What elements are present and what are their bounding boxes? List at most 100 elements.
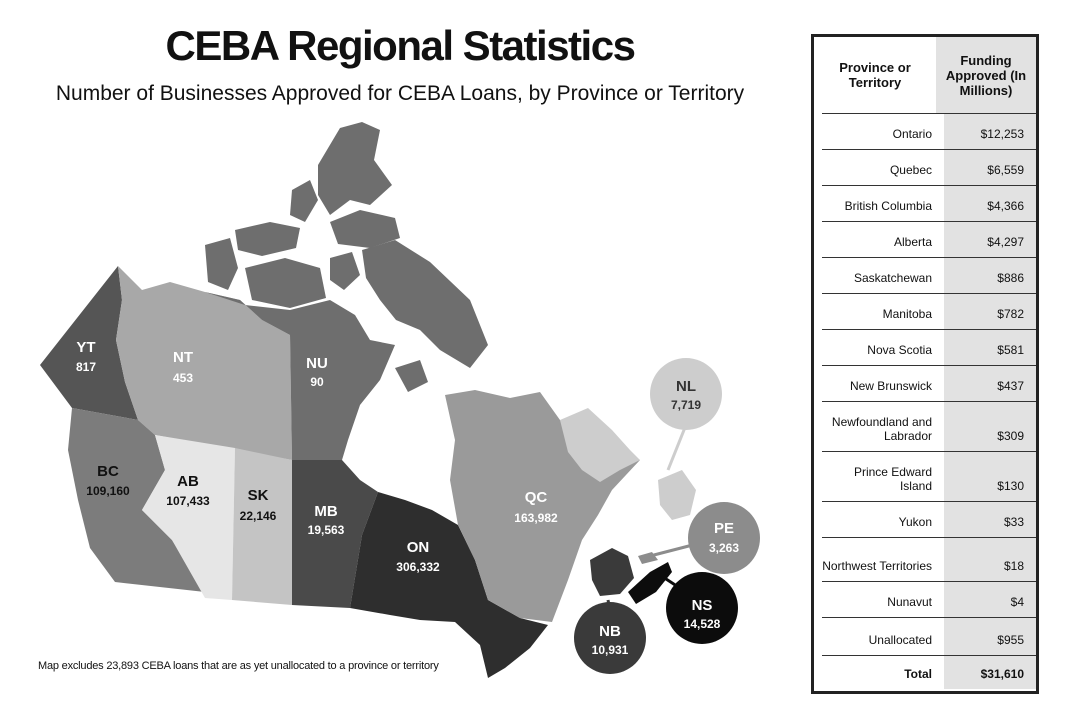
label-ab-code: AB <box>177 473 199 490</box>
table-row: Manitoba $782 <box>822 293 1036 329</box>
table-header: Province or Territory Funding Approved (… <box>814 37 1036 113</box>
label-qc-code: QC <box>525 489 548 506</box>
label-nt-value: 453 <box>173 371 193 385</box>
header-province: Province or Territory <box>814 37 936 113</box>
label-yt-value: 817 <box>76 360 96 374</box>
table-row: Nova Scotia $581 <box>822 329 1036 365</box>
pe-callout-circle <box>688 502 760 574</box>
region-nb <box>590 548 634 596</box>
region-yt <box>40 266 138 420</box>
label-ab-value: 107,433 <box>166 494 210 508</box>
table-row: British Columbia $4,366 <box>822 185 1036 221</box>
region-on <box>350 492 548 678</box>
label-sk-code: SK <box>248 487 269 504</box>
row-value: $581 <box>944 330 1036 365</box>
row-value: $130 <box>944 452 1036 501</box>
label-nt-code: NT <box>173 349 193 366</box>
arctic-islands <box>205 122 488 392</box>
label-ns-value: 14,528 <box>684 617 721 631</box>
island-baffin <box>362 240 488 368</box>
row-name: Alberta <box>893 235 932 249</box>
table-row: Unallocated $955 <box>822 617 1036 655</box>
label-pe-code: PE <box>714 520 734 537</box>
row-value: $886 <box>944 258 1036 293</box>
table-row: Alberta $4,297 <box>822 221 1036 257</box>
row-name: Northwest Territories <box>822 559 932 573</box>
label-nb-value: 10,931 <box>592 643 629 657</box>
region-nt <box>116 266 292 460</box>
label-ns-code: NS <box>692 597 713 614</box>
label-qc-value: 163,982 <box>514 511 558 525</box>
row-value: $437 <box>944 366 1036 401</box>
region-ab <box>142 435 235 600</box>
row-name: Manitoba <box>882 307 932 321</box>
total-value: $31,610 <box>944 656 1036 689</box>
table-row: Yukon $33 <box>822 501 1036 537</box>
row-value: $4,366 <box>944 186 1036 221</box>
table-row: Northwest Territories $18 <box>822 537 1036 581</box>
label-yt-code: YT <box>76 339 95 356</box>
table-row: Saskatchewan $886 <box>822 257 1036 293</box>
row-value: $4,297 <box>944 222 1036 257</box>
island-somerset <box>330 252 360 290</box>
page-subtitle: Number of Businesses Approved for CEBA L… <box>55 82 745 105</box>
island-southampton <box>395 360 428 392</box>
label-on-code: ON <box>407 539 430 556</box>
island-axel <box>290 180 318 222</box>
row-name: Nunavut <box>887 595 932 609</box>
label-bc-code: BC <box>97 463 119 480</box>
region-sk <box>232 448 292 605</box>
island-melville <box>235 222 300 256</box>
table-row: Nunavut $4 <box>822 581 1036 617</box>
region-ns <box>628 562 672 604</box>
row-name: Quebec <box>889 163 932 177</box>
total-label: Total <box>904 667 932 681</box>
region-nl-island <box>658 470 696 520</box>
table-body: Ontario $12,253 Quebec $6,559 British Colu… <box>814 113 1036 689</box>
table-total-row: Total $31,610 <box>822 655 1036 689</box>
label-nl-code: NL <box>676 378 696 395</box>
row-name: Prince Edward Island <box>853 465 932 493</box>
row-value: $309 <box>944 402 1036 451</box>
island-ellesmere <box>318 122 392 215</box>
header-funding: Funding Approved (In Millions) <box>936 37 1036 113</box>
map-footnote: Map excludes 23,893 CEBA loans that are … <box>38 660 439 672</box>
row-name: New Brunswick <box>849 379 932 393</box>
row-value: $12,253 <box>944 114 1036 149</box>
table-row: Prince Edward Island $130 <box>822 451 1036 501</box>
row-name: Yukon <box>898 515 932 529</box>
label-on-value: 306,332 <box>396 560 440 574</box>
table-row: Quebec $6,559 <box>822 149 1036 185</box>
table-row: Ontario $12,253 <box>822 113 1036 149</box>
label-mb-value: 19,563 <box>308 523 345 537</box>
island-victoria <box>245 258 326 308</box>
label-bc-value: 109,160 <box>86 484 130 498</box>
row-value: $6,559 <box>944 150 1036 185</box>
row-value: $33 <box>944 502 1036 537</box>
label-nu-value: 90 <box>310 375 324 389</box>
row-name: Nova Scotia <box>867 343 932 357</box>
row-value: $4 <box>944 582 1036 617</box>
island-devon <box>330 210 400 248</box>
row-name: Saskatchewan <box>853 271 932 285</box>
page-title: CEBA Regional Statistics <box>165 22 636 69</box>
row-name: Unallocated <box>868 633 932 647</box>
label-pe-value: 3,263 <box>709 541 739 555</box>
label-nb-code: NB <box>599 623 621 640</box>
region-bc <box>68 408 205 592</box>
region-mb <box>292 460 378 608</box>
island-banks <box>205 238 238 290</box>
canada-map: YT 817 NT 453 NU 90 BC 109,160 AB 107,43… <box>40 122 760 678</box>
row-value: $18 <box>944 538 1036 581</box>
nb-callout-circle <box>574 602 646 674</box>
row-name: British Columbia <box>844 199 932 213</box>
table-row: Newfoundland and Labrador $309 <box>822 401 1036 451</box>
label-mb-code: MB <box>314 503 337 520</box>
row-value: $955 <box>944 618 1036 655</box>
ns-callout-circle <box>666 572 738 644</box>
table-row: New Brunswick $437 <box>822 365 1036 401</box>
row-name: Newfoundland and Labrador <box>831 415 932 443</box>
nl-callout-circle <box>650 358 722 430</box>
label-nl-value: 7,719 <box>671 398 701 412</box>
region-nu <box>205 292 395 460</box>
